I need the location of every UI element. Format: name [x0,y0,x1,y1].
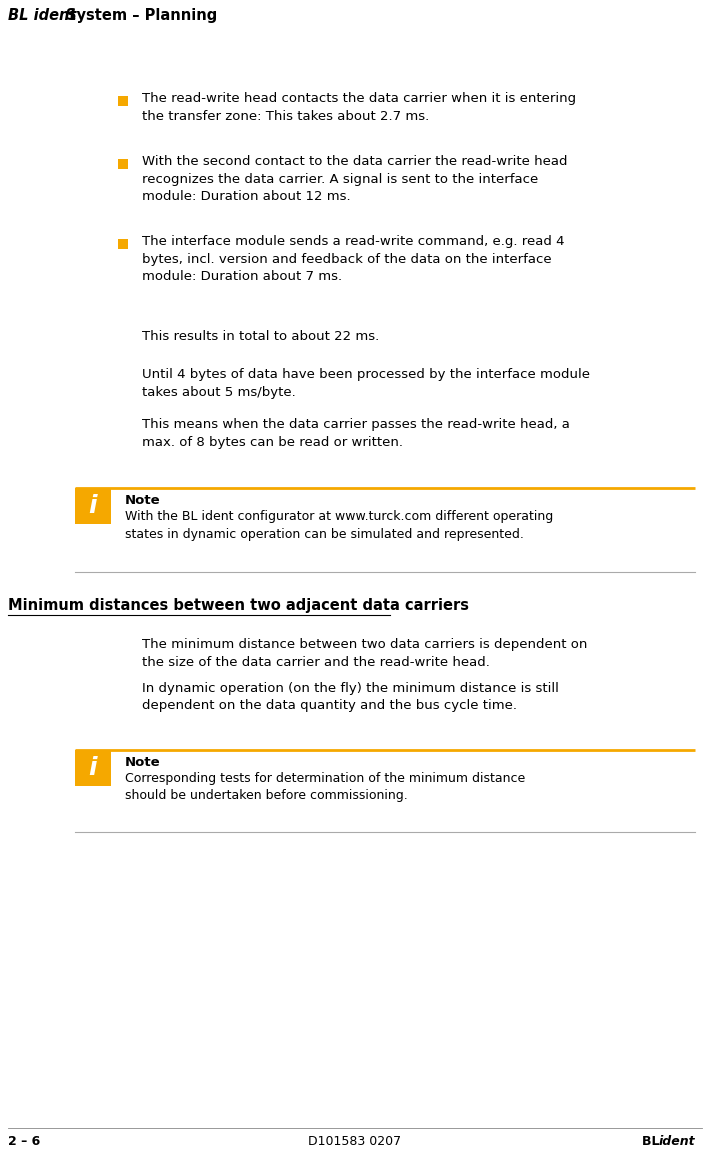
Bar [75,488,111,524]
Text: With the BL ident configurator at www.turck.com different operating
states in dy: With the BL ident configurator at www.tu… [125,510,553,541]
Bar [118,96,128,106]
Text: The interface module sends a read-write command, e.g. read 4
bytes, incl. versio: The interface module sends a read-write … [142,235,564,283]
Text: With the second contact to the data carrier the read-write head
recognizes the d: With the second contact to the data carr… [142,155,567,203]
Text: Minimum distances between two adjacent data carriers: Minimum distances between two adjacent d… [8,599,469,613]
Bar [118,159,128,169]
Text: i: i [89,494,97,518]
Text: Corresponding tests for determination of the minimum distance
should be undertak: Corresponding tests for determination of… [125,772,525,802]
Bar [75,750,111,786]
Text: BL: BL [642,1135,664,1148]
Text: D101583 0207: D101583 0207 [308,1135,402,1148]
Text: In dynamic operation (on the fly) the minimum distance is still
dependent on the: In dynamic operation (on the fly) the mi… [142,683,559,712]
Text: Note: Note [125,494,160,506]
Text: Until 4 bytes of data have been processed by the interface module
takes about 5 : Until 4 bytes of data have been processe… [142,368,590,398]
Text: The read-write head contacts the data carrier when it is entering
the transfer z: The read-write head contacts the data ca… [142,92,576,122]
Bar [118,239,128,249]
Text: 2 – 6: 2 – 6 [8,1135,40,1148]
Text: i: i [89,756,97,780]
Text: ident: ident [659,1135,696,1148]
Text: This means when the data carrier passes the read-write head, a
max. of 8 bytes c: This means when the data carrier passes … [142,418,570,449]
Text: The minimum distance between two data carriers is dependent on
the size of the d: The minimum distance between two data ca… [142,638,587,669]
Text: This results in total to about 22 ms.: This results in total to about 22 ms. [142,330,379,343]
Text: BL ident: BL ident [8,8,77,23]
Text: Note: Note [125,756,160,769]
Text: System – Planning: System – Planning [66,8,217,23]
